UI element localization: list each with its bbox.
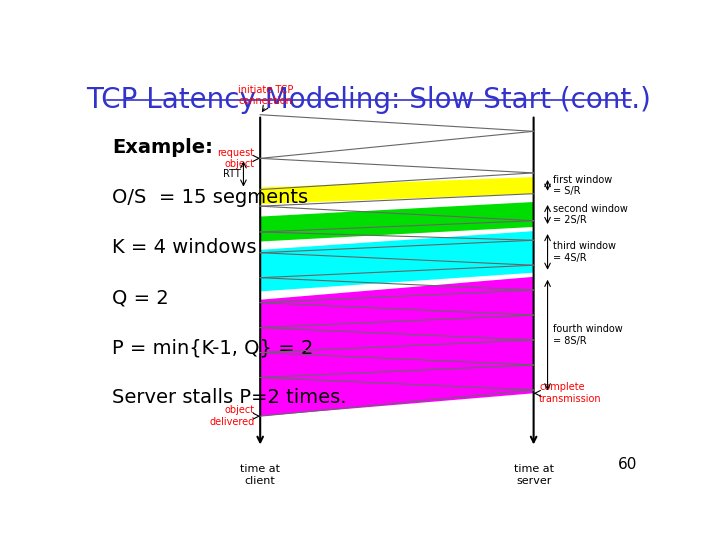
Text: second window
= 2S/R: second window = 2S/R — [553, 204, 628, 225]
Text: initiate TCP
connection: initiate TCP connection — [238, 85, 294, 106]
Text: complete
transmission: complete transmission — [539, 382, 602, 404]
Polygon shape — [260, 202, 534, 241]
Text: third window
= 4S/R: third window = 4S/R — [553, 241, 616, 262]
Text: P = min{K-1, Q} = 2: P = min{K-1, Q} = 2 — [112, 338, 314, 357]
Text: first window
= S/R: first window = S/R — [553, 174, 613, 196]
Text: time at
server: time at server — [513, 464, 554, 485]
Text: time at
client: time at client — [240, 464, 280, 485]
Text: 60: 60 — [618, 457, 637, 472]
Text: RTT: RTT — [223, 169, 240, 179]
Polygon shape — [260, 231, 534, 292]
Text: Q = 2: Q = 2 — [112, 288, 169, 307]
Text: TCP Latency Modeling: Slow Start (cont.): TCP Latency Modeling: Slow Start (cont.) — [86, 85, 652, 113]
Polygon shape — [260, 177, 534, 204]
Text: K = 4 windows: K = 4 windows — [112, 238, 257, 257]
Text: Example:: Example: — [112, 138, 213, 158]
Text: fourth window
= 8S/R: fourth window = 8S/R — [553, 324, 623, 346]
Text: request
object: request object — [217, 147, 255, 169]
Text: O/S  = 15 segments: O/S = 15 segments — [112, 188, 308, 207]
Text: Server stalls P=2 times.: Server stalls P=2 times. — [112, 388, 347, 407]
Polygon shape — [260, 277, 534, 416]
Text: object
delivered: object delivered — [210, 406, 255, 427]
